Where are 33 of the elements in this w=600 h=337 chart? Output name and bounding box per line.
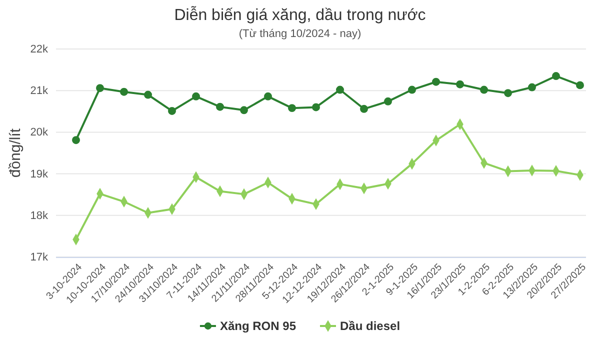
legend-label: Dầu diesel [340,319,400,333]
y-tick-label: 19k [30,168,48,180]
chart-title: Diễn biến giá xăng, dầu trong nước [174,6,426,24]
point [168,107,176,115]
y-tick-label: 18k [30,210,48,222]
point [120,88,128,96]
point [72,136,80,144]
point [336,86,344,94]
point [144,90,152,99]
point [192,92,200,100]
point [384,97,392,106]
point [552,72,560,80]
chart-subtitle: (Từ tháng 10/2024 - nay) [238,28,362,40]
point [528,83,536,92]
point [360,104,368,113]
point [504,89,512,98]
y-tick-label: 20k [30,126,48,139]
y-tick-label: 17k [30,252,48,264]
point [264,92,272,100]
y-tick-label: 21k [30,85,48,98]
point [240,106,248,114]
point [456,80,464,88]
y-axis-title: đồng/lít [7,128,24,178]
point [480,86,488,94]
point [312,103,320,112]
point [408,86,416,94]
point [576,81,584,90]
legend-label: Xăng RON 95 [220,319,296,333]
point [288,104,296,112]
point [432,78,440,86]
point [216,102,224,111]
y-tick-label: 22k [30,44,48,56]
point [96,84,104,92]
